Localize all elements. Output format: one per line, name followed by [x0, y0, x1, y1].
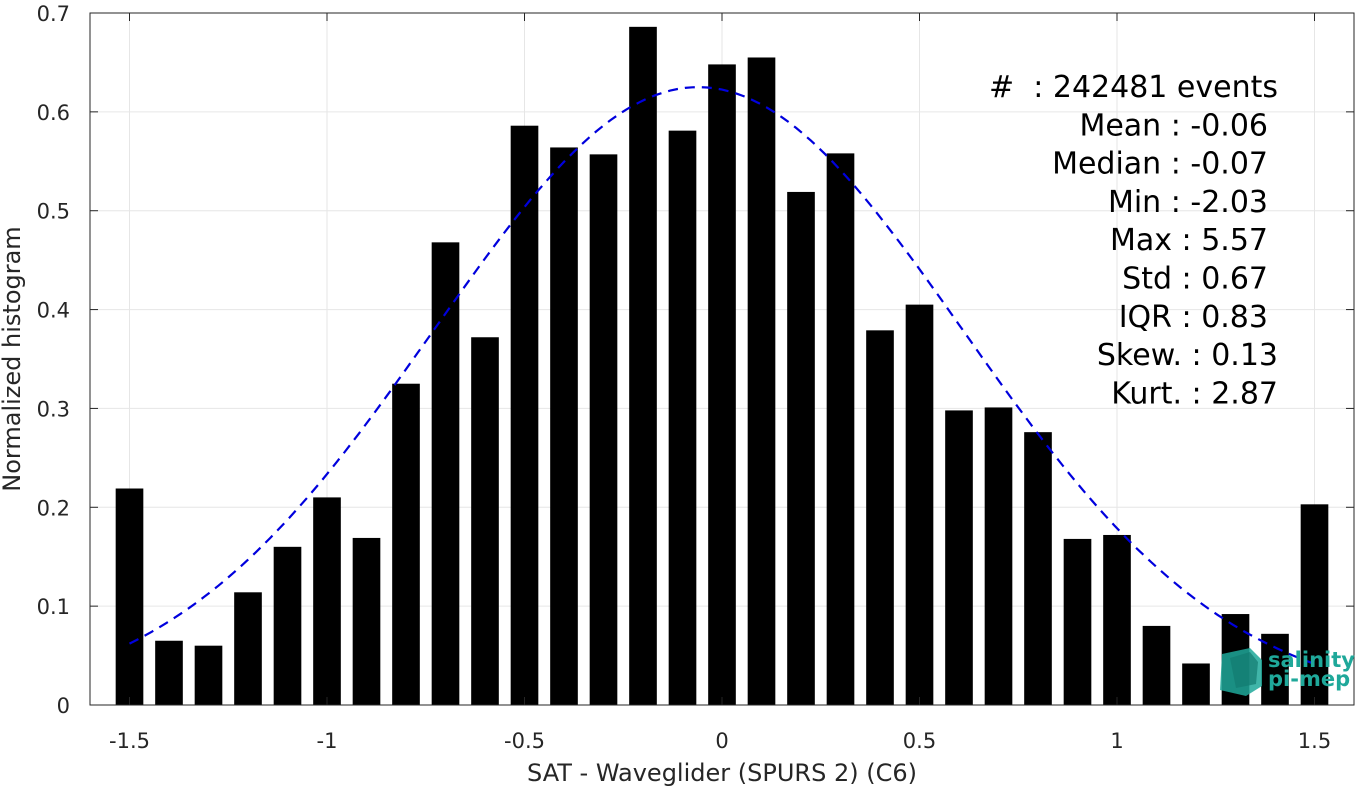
histogram-bar-24 — [1063, 538, 1092, 705]
logo-line-2: pi-mep — [1268, 667, 1350, 691]
logo-cube-icon-face — [1230, 652, 1258, 688]
histogram-bar-19 — [866, 330, 894, 705]
stat-line-8: Kurt. : 2.87 — [1111, 376, 1278, 411]
histogram-bar-3 — [234, 592, 262, 705]
x-tick-label-3: 0 — [715, 729, 728, 753]
histogram-bar-23 — [1024, 432, 1052, 705]
stat-line-1: Mean : -0.06 — [1079, 108, 1268, 143]
salinity-pi-mep-logo: salinity pi-mep — [1220, 648, 1355, 696]
histogram-bar-25 — [1103, 534, 1131, 705]
histogram-bar-16 — [747, 57, 776, 705]
histogram-bar-2 — [194, 645, 223, 705]
stat-line-4: Max : 5.57 — [1110, 223, 1268, 258]
histogram-bar-5 — [313, 497, 341, 705]
gaussian-fit-curve — [129, 86, 1315, 665]
x-axis-label: SAT - Waveglider (SPURS 2) (C6) — [527, 759, 917, 787]
histogram-bar-9 — [471, 337, 499, 705]
histogram-bar-17 — [787, 191, 815, 706]
histogram-bar-27 — [1182, 663, 1210, 705]
histogram-bar-7 — [392, 383, 420, 705]
histogram-bar-26 — [1142, 625, 1171, 705]
y-tick-label-1: 0.1 — [37, 595, 70, 619]
histogram-bar-29 — [1261, 633, 1289, 705]
stat-line-5: Std : 0.67 — [1122, 262, 1268, 297]
histogram-bar-4 — [273, 546, 302, 705]
x-tick-label-6: 1.5 — [1298, 729, 1331, 753]
histogram-bar-21 — [945, 410, 973, 705]
histogram-bar-13 — [629, 26, 657, 705]
y-tick-label-0: 0 — [57, 694, 70, 718]
stat-line-0: # : 242481 events — [989, 70, 1278, 105]
y-axis-ticks: 0 0.1 0.2 0.3 0.4 0.5 0.6 0.7 — [37, 2, 1354, 718]
stat-line-3: Min : -2.03 — [1108, 185, 1268, 220]
y-tick-label-4: 0.4 — [37, 299, 70, 323]
histogram-bar-14 — [668, 130, 697, 705]
histogram-bar-30 — [1300, 504, 1329, 705]
histogram-bar-12 — [589, 154, 618, 705]
histogram-bar-10 — [510, 125, 539, 705]
x-tick-label-5: 1 — [1110, 729, 1123, 753]
stat-line-2: Median : -0.07 — [1052, 147, 1268, 182]
x-axis-ticks: -1.5 -1 -0.5 0 0.5 1 1.5 — [109, 13, 1331, 753]
y-axis-label: Normalized histogram — [0, 226, 26, 491]
histogram-bar-1 — [155, 640, 183, 705]
histogram-bar-11 — [550, 147, 578, 706]
histogram-bar-6 — [352, 537, 381, 705]
histogram-bars — [115, 26, 1329, 706]
logo-line-1: salinity — [1268, 648, 1355, 672]
histogram-bar-8 — [431, 242, 460, 705]
histogram-bar-22 — [984, 407, 1013, 705]
stat-line-6: IQR : 0.83 — [1119, 300, 1268, 335]
x-tick-label-0: -1.5 — [109, 729, 150, 753]
histogram-bar-0 — [115, 488, 144, 705]
gaussian-fit-line — [129, 86, 1315, 665]
histogram-bar-18 — [826, 153, 855, 705]
y-tick-label-7: 0.7 — [37, 2, 70, 26]
x-tick-label-2: -0.5 — [504, 729, 545, 753]
y-tick-label-3: 0.3 — [37, 397, 70, 421]
y-tick-label-5: 0.5 — [37, 200, 70, 224]
x-tick-label-4: 0.5 — [903, 729, 936, 753]
histogram-bar-15 — [708, 64, 736, 706]
y-tick-label-2: 0.2 — [37, 496, 70, 520]
stat-line-7: Skew. : 0.13 — [1097, 338, 1278, 373]
x-tick-label-1: -1 — [317, 729, 338, 753]
histogram-bar-20 — [905, 304, 934, 705]
y-tick-label-6: 0.6 — [37, 101, 70, 125]
